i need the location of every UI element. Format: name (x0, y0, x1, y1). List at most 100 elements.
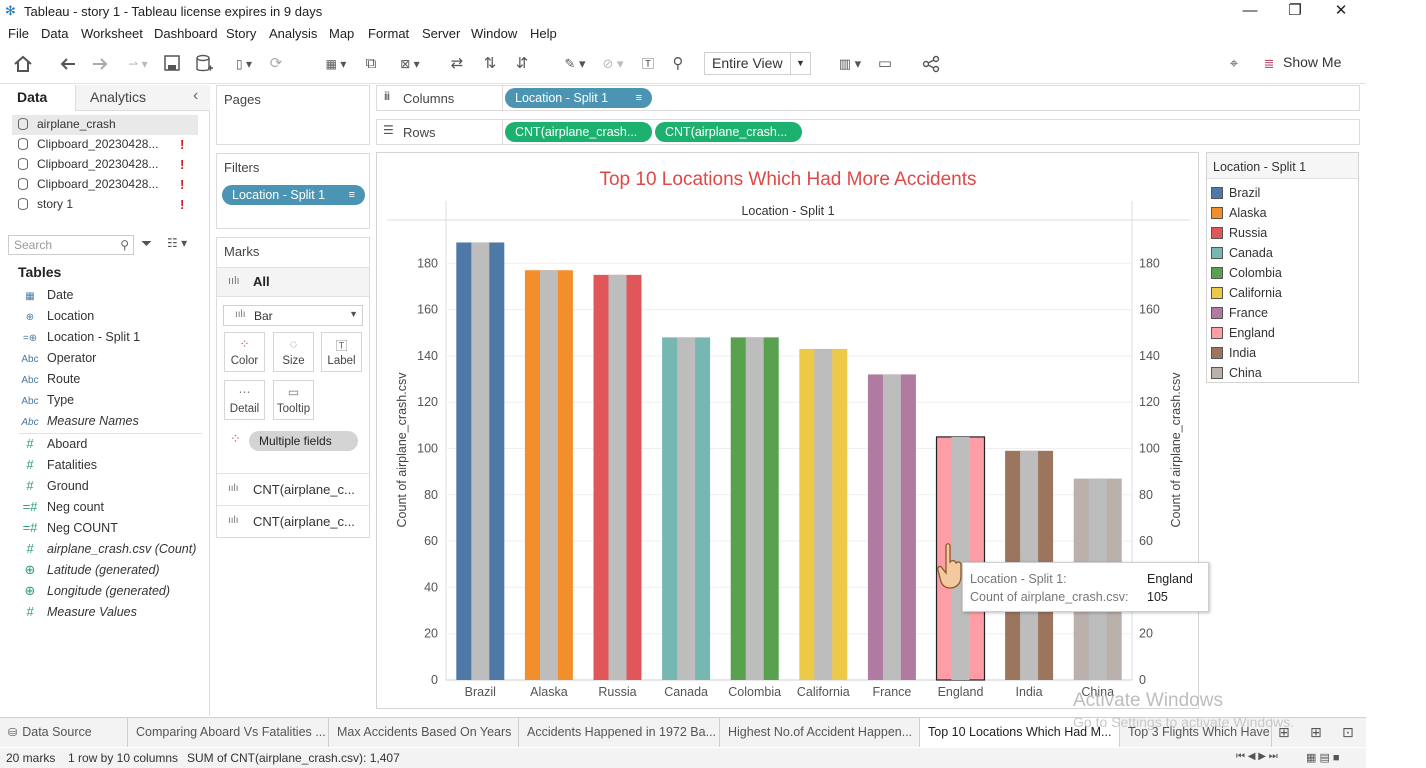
size-button[interactable]: ◌ Size (273, 332, 314, 372)
columns-shelf[interactable]: iii Columns Location - Split 1 ≡ (376, 85, 1360, 111)
maximize-button[interactable]: ❐ (1288, 2, 1302, 19)
legend-item[interactable]: Canada (1211, 245, 1273, 261)
data-source-item[interactable]: Clipboard_20230428...! (18, 135, 184, 154)
mark-type-select[interactable]: ıılı Bar ▼ (223, 305, 363, 326)
new-dashboard-icon[interactable]: ⊞ (1310, 724, 1322, 740)
data-source-item[interactable]: airplane_crash (18, 115, 116, 134)
measure-field[interactable]: # airplane_crash.csv (Count) (20, 539, 196, 559)
dimension-field[interactable]: ⊕ Location (20, 306, 94, 326)
dimension-field[interactable]: Abc Type (20, 390, 74, 410)
sheet-tab[interactable]: Max Accidents Based On Years (329, 718, 519, 747)
pause-updates-icon[interactable]: ▯ ▾ (236, 57, 252, 71)
sort-ascending-icon[interactable]: ⇅ (483, 55, 497, 72)
format-painter-icon[interactable]: ⌖ (1229, 55, 1239, 72)
close-button[interactable]: ✕ (1334, 2, 1348, 19)
legend-item[interactable]: Alaska (1211, 205, 1267, 221)
data-source-item[interactable]: story 1! (18, 195, 184, 214)
menu-window[interactable]: Window (471, 26, 518, 41)
sort-descending-icon[interactable]: ⇵ (515, 55, 529, 72)
replay-icon[interactable]: ⇀ ▾ (128, 57, 148, 71)
marks-all-row[interactable]: ıılı All (217, 267, 369, 297)
filter-pill[interactable]: Location - Split 1 ≡ (222, 185, 365, 205)
home-icon[interactable] (12, 54, 36, 74)
tab-data-source[interactable]: ⛁ Data Source (0, 718, 128, 747)
search-input[interactable]: Search ⚲ (8, 235, 134, 255)
measure-field[interactable]: =# Neg COUNT (20, 518, 118, 538)
view-mode-icon[interactable]: ▦ ▤ ■ (1306, 752, 1340, 764)
chart-view[interactable]: Top 10 Locations Which Had More Accident… (376, 152, 1199, 709)
fit-view-select[interactable]: Entire View ▼ (704, 52, 811, 75)
color-button[interactable]: ⁘ Color (224, 332, 265, 372)
group-members-icon[interactable]: ⊘ ▾ (602, 56, 624, 71)
multiple-fields-pill[interactable]: Multiple fields (249, 431, 358, 451)
undo-icon[interactable] (58, 54, 80, 74)
data-source-item[interactable]: Clipboard_20230428...! (18, 175, 184, 194)
fix-axes-icon[interactable]: ⚲ (672, 55, 684, 72)
menu-worksheet[interactable]: Worksheet (81, 26, 143, 41)
menu-map[interactable]: Map (329, 26, 355, 41)
dimension-field[interactable]: =⊕ Location - Split 1 (20, 327, 140, 347)
new-story-icon[interactable]: ⊡ (1342, 724, 1354, 740)
swap-rows-columns-icon[interactable]: ⇄ (450, 55, 464, 72)
tab-analytics[interactable]: Analytics (90, 89, 147, 105)
marks-card-item[interactable]: ıılı CNT(airplane_c... (217, 505, 369, 536)
measure-field[interactable]: =# Neg count (20, 497, 104, 517)
dimension-field[interactable]: ▦ Date (20, 285, 73, 305)
menu-analysis[interactable]: Analysis (269, 26, 318, 41)
show-mark-labels-icon[interactable]: 🅃 (641, 57, 654, 71)
legend-item[interactable]: England (1211, 325, 1275, 341)
show-me-icon[interactable]: ≣ (1263, 56, 1275, 71)
measure-field[interactable]: # Measure Values (20, 602, 137, 622)
legend-item[interactable]: France (1211, 305, 1268, 321)
collapse-pane-icon[interactable]: ‹ (193, 87, 199, 104)
sheet-tab[interactable]: Top 3 Flights Which Have (1120, 718, 1272, 747)
label-button[interactable]: 🅃 Label (321, 332, 362, 372)
bar-chart[interactable]: Top 10 Locations Which Had More Accident… (377, 153, 1200, 710)
columns-pill[interactable]: Location - Split 1 ≡ (505, 88, 652, 108)
sheet-nav-icon[interactable]: ⏮ ◀ ▶ ⏭ (1236, 751, 1278, 762)
legend-item[interactable]: Brazil (1211, 185, 1260, 201)
menu-story[interactable]: Story (226, 26, 257, 41)
new-worksheet-icon[interactable]: ⊞ (1278, 724, 1290, 740)
show-me-button[interactable]: Show Me (1283, 54, 1342, 70)
minimize-button[interactable]: — (1242, 2, 1258, 19)
dimension-field[interactable]: Abc Route (20, 369, 80, 389)
filters-card[interactable]: Filters Location - Split 1 ≡ (216, 153, 370, 229)
chevron-down-icon[interactable]: ▼ (790, 53, 810, 74)
legend-item[interactable]: Colombia (1211, 265, 1282, 281)
color-legend[interactable]: Location - Split 1 Brazil Alaska Russia Can… (1206, 152, 1359, 383)
menu-format[interactable]: Format (368, 26, 410, 41)
menu-file[interactable]: File (8, 26, 29, 41)
measure-field[interactable]: ⊕ Longitude (generated) (20, 581, 170, 601)
refresh-icon[interactable]: ⟳ (269, 55, 283, 72)
sheet-tab[interactable]: Comparing Aboard Vs Fatalities ... (128, 718, 329, 747)
presentation-mode-icon[interactable]: ▭ (877, 55, 893, 72)
sheet-tab[interactable]: Accidents Happened in 1972 Ba... (519, 718, 720, 747)
highlight-icon[interactable]: ✎ ▾ (564, 56, 586, 71)
menu-help[interactable]: Help (530, 26, 557, 41)
menu-server[interactable]: Server (422, 26, 461, 41)
duplicate-sheet-icon[interactable]: ⧉ (365, 55, 377, 72)
filter-icon[interactable]: ⏷ (141, 235, 153, 251)
sheet-tab[interactable]: Highest No.of Accident Happen... (720, 718, 920, 747)
save-icon[interactable] (163, 54, 183, 74)
marks-card-item[interactable]: ıılı CNT(airplane_c... (217, 473, 369, 504)
legend-item[interactable]: China (1211, 365, 1262, 381)
legend-item[interactable]: India (1211, 345, 1256, 361)
new-worksheet-icon[interactable]: ▦ ▾ (325, 57, 347, 71)
legend-item[interactable]: California (1211, 285, 1282, 301)
sheet-tab-active[interactable]: Top 10 Locations Which Had M... (920, 718, 1120, 747)
pages-card[interactable]: Pages (216, 85, 370, 145)
tooltip-button[interactable]: ▭ Tooltip (273, 380, 314, 420)
measure-field[interactable]: # Aboard (20, 434, 87, 454)
legend-item[interactable]: Russia (1211, 225, 1267, 241)
measure-field[interactable]: # Fatalities (20, 455, 97, 475)
menu-dashboard[interactable]: Dashboard (154, 26, 218, 41)
rows-shelf[interactable]: ☰ Rows CNT(airplane_crash... CNT(airplan… (376, 119, 1360, 145)
menu-data[interactable]: Data (41, 26, 69, 41)
data-source-item[interactable]: Clipboard_20230428...! (18, 155, 184, 174)
measure-field[interactable]: # Ground (20, 476, 88, 496)
detail-button[interactable]: ⋯ Detail (224, 380, 265, 420)
redo-icon[interactable] (90, 54, 112, 74)
rows-pill[interactable]: CNT(airplane_crash... (655, 122, 802, 142)
